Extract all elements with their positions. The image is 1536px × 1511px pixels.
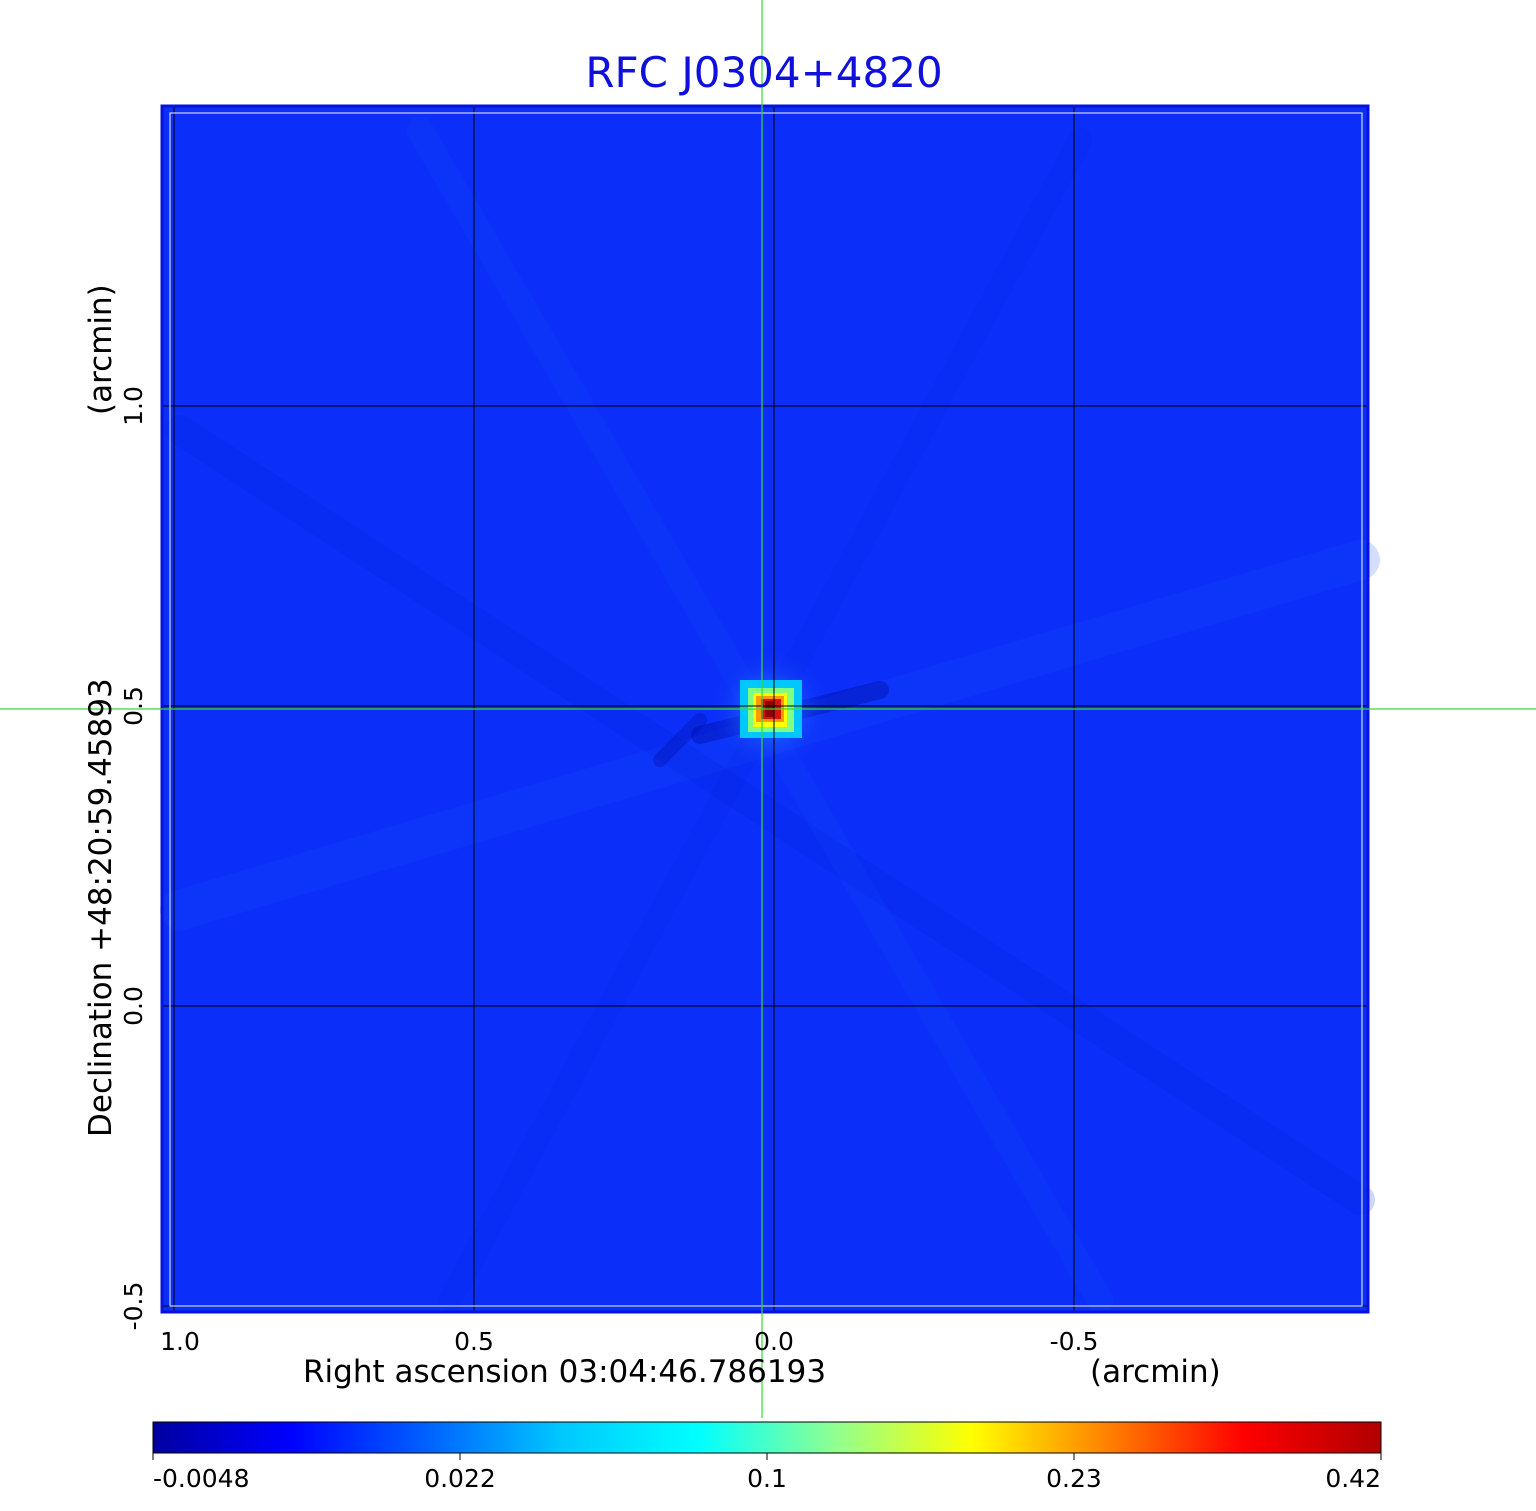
x-axis-unit: (arcmin): [1090, 1354, 1221, 1390]
y-tick-label: 0.5: [119, 686, 148, 726]
y-tick-label: -0.5: [119, 1282, 148, 1331]
y-tick-labels: 1.0 0.5 0.0 -0.5: [119, 386, 148, 1330]
x-tick-labels: 1.0 0.5 0.0 -0.5: [160, 1327, 1098, 1356]
crosshair: [0, 0, 1536, 1418]
y-tick-label: 0.0: [119, 986, 148, 1026]
x-tick-label: 1.0: [160, 1327, 200, 1356]
chart-title: RFC J0304+4820: [585, 48, 942, 97]
x-tick-label: -0.5: [1050, 1327, 1099, 1356]
radio-source: [710, 650, 830, 770]
y-axis-label: Declination +48:20:59.45893: [83, 678, 119, 1137]
x-tick-label: 0.0: [754, 1327, 794, 1356]
colorbar: [152, 1421, 1382, 1454]
colorbar-tick-label: 0.42: [1325, 1464, 1381, 1493]
colorbar-tick-label: 0.1: [747, 1464, 787, 1493]
colorbar-tick-label: 0.022: [424, 1464, 496, 1493]
y-axis-unit: (arcmin): [83, 284, 119, 415]
x-axis-label: Right ascension 03:04:46.786193: [303, 1354, 826, 1390]
y-tick-label: 1.0: [119, 386, 148, 426]
x-tick-label: 0.5: [454, 1327, 494, 1356]
colorbar-ticks: -0.0048 0.022 0.1 0.23 0.42: [152, 1453, 1382, 1493]
colorbar-tick-label: -0.0048: [153, 1464, 250, 1493]
colorbar-tick-label: 0.23: [1046, 1464, 1102, 1493]
